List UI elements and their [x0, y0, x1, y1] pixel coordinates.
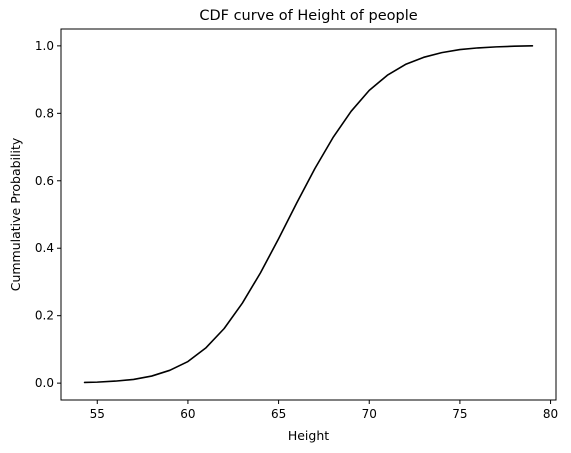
x-tick-label: 70 — [362, 407, 377, 421]
axes-frame — [60, 28, 557, 401]
x-axis-label: Height — [288, 428, 329, 443]
x-tick-label: 75 — [452, 407, 467, 421]
plot-area — [60, 28, 557, 401]
y-tick-label: 0.4 — [35, 241, 54, 255]
y-tick-label: 0.0 — [35, 376, 54, 390]
y-tick-label: 0.2 — [35, 309, 54, 323]
y-tick-label: 0.6 — [35, 174, 54, 188]
x-tick-label: 60 — [180, 407, 195, 421]
x-tick-label: 55 — [90, 407, 105, 421]
cdf-line — [83, 45, 534, 384]
y-tick-label: 1.0 — [35, 39, 54, 53]
y-tick-label: 0.8 — [35, 106, 54, 120]
x-tick-label: 80 — [543, 407, 558, 421]
x-tick-label: 65 — [271, 407, 286, 421]
y-axis-label: Cummulative Probability — [8, 137, 23, 291]
x-axis: 55 60 65 70 75 80 — [90, 400, 558, 421]
y-axis: 0.0 0.2 0.4 0.6 0.8 1.0 — [35, 39, 61, 390]
chart-title: CDF curve of Height of people — [199, 8, 417, 24]
